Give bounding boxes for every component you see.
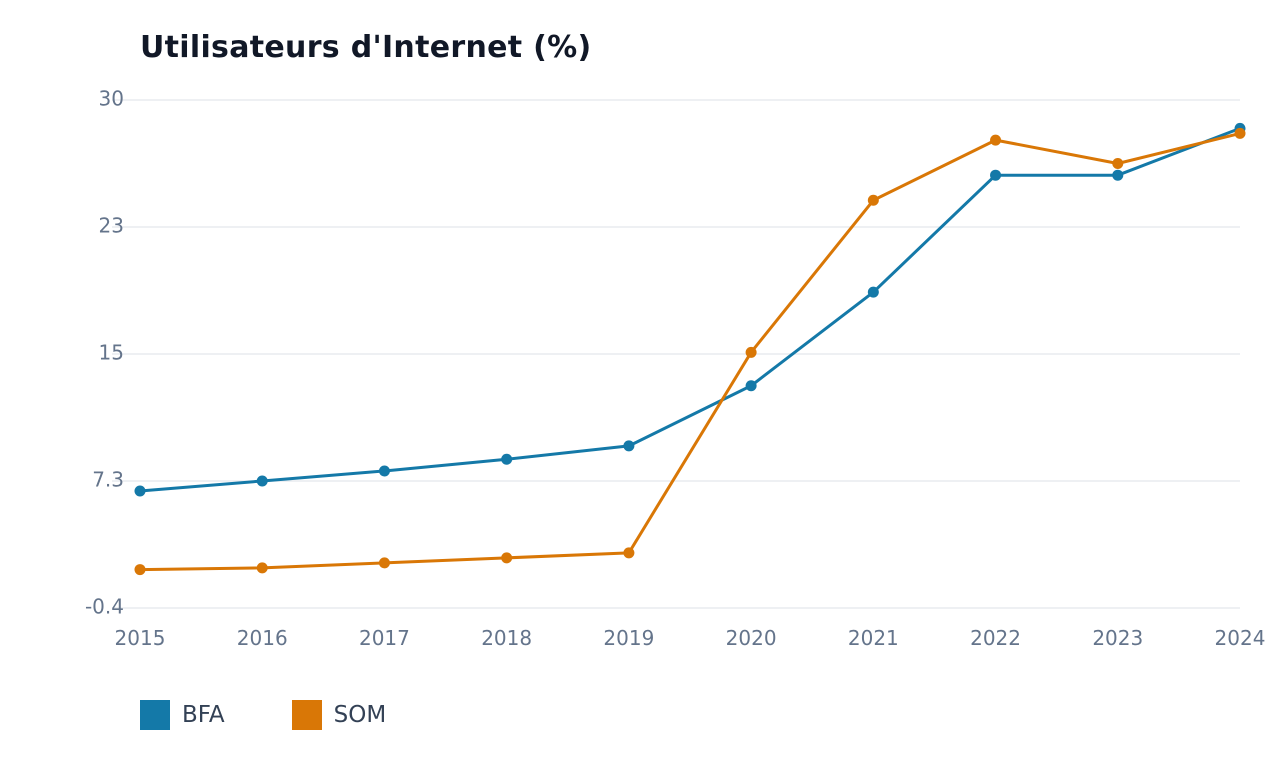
x-axis-ticks: 2015 2016 2017 2018 2019 2020 2021 2022 2023 2024 <box>115 626 1266 650</box>
gridlines <box>112 99 1240 609</box>
series-line-bfa <box>138 126 1242 493</box>
legend-item-bfa[interactable]: BFA <box>140 700 225 730</box>
data-point-bfa[interactable] <box>134 485 146 497</box>
data-point-bfa[interactable] <box>378 465 390 477</box>
data-point-bfa[interactable] <box>256 475 268 487</box>
data-point-som[interactable] <box>990 134 1002 146</box>
legend-label-bfa: BFA <box>182 702 225 728</box>
x-tick-label: 2024 <box>1215 626 1266 650</box>
chart-title: Utilisateurs d'Internet (%) <box>140 30 592 65</box>
series-line-som <box>138 131 1242 572</box>
data-point-bfa[interactable] <box>1112 169 1124 181</box>
data-point-bfa[interactable] <box>501 453 513 465</box>
data-point-bfa[interactable] <box>745 380 757 392</box>
data-point-som[interactable] <box>745 346 757 358</box>
legend-swatch-bfa <box>140 700 170 730</box>
legend-item-som[interactable]: SOM <box>291 700 387 730</box>
data-point-bfa[interactable] <box>867 286 879 298</box>
data-point-bfa[interactable] <box>623 440 635 452</box>
x-tick-label: 2017 <box>359 626 410 650</box>
x-tick-label: 2022 <box>970 626 1021 650</box>
legend-label-som: SOM <box>333 702 387 728</box>
x-tick-label: 2015 <box>115 626 166 650</box>
y-tick-label: 15 <box>99 341 124 365</box>
series-lines <box>134 122 1246 576</box>
x-tick-label: 2023 <box>1092 626 1143 650</box>
x-tick-label: 2018 <box>481 626 532 650</box>
data-point-som[interactable] <box>867 194 879 206</box>
y-axis-ticks: 30 23 15 7.3 -0.4 <box>85 87 124 619</box>
y-tick-label: 30 <box>99 87 124 111</box>
data-point-som[interactable] <box>501 552 513 564</box>
x-tick-label: 2020 <box>726 626 777 650</box>
x-tick-label: 2019 <box>603 626 654 650</box>
x-tick-label: 2021 <box>848 626 899 650</box>
y-tick-label: 7.3 <box>92 468 124 492</box>
data-point-som[interactable] <box>623 547 635 559</box>
x-tick-label: 2016 <box>237 626 288 650</box>
data-point-som[interactable] <box>134 564 146 576</box>
data-point-som[interactable] <box>1112 158 1124 169</box>
legend: BFA SOM <box>140 700 453 730</box>
data-point-som[interactable] <box>378 557 390 569</box>
y-tick-label: 23 <box>99 214 124 238</box>
data-point-bfa[interactable] <box>990 169 1002 181</box>
data-point-som[interactable] <box>1234 127 1246 139</box>
legend-swatch-som <box>291 700 322 730</box>
data-point-som[interactable] <box>256 562 268 574</box>
y-tick-label: -0.4 <box>85 595 124 619</box>
